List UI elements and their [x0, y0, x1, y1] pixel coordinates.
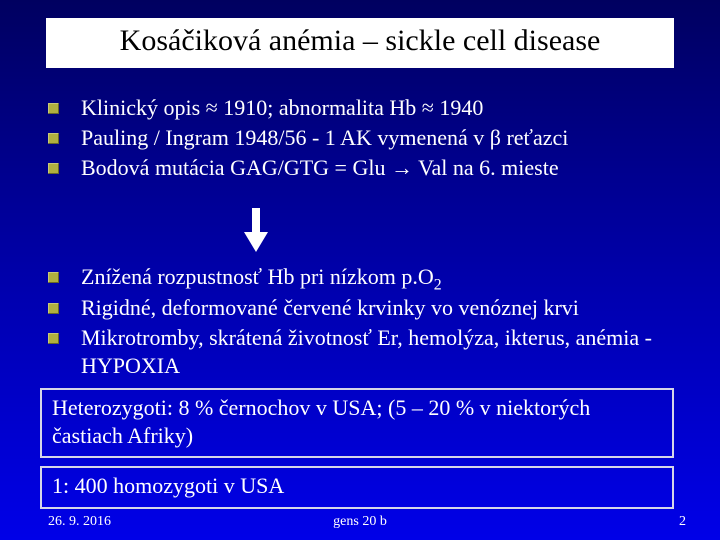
arrow-down-icon [244, 208, 268, 252]
info-box-homozygoti: 1: 400 homozygoti v USA [40, 466, 674, 508]
bullet-text: Pauling / Ingram 1948/56 - 1 AK vymenená… [81, 124, 680, 152]
slide-title: Kosáčiková anémia – sickle cell disease [46, 18, 674, 68]
bullet-icon [48, 103, 59, 114]
list-item: Klinický opis ≈ 1910; abnormalita Hb ≈ 1… [34, 94, 680, 122]
list-item: Mikrotromby, skrátená životnosť Er, hemo… [34, 324, 680, 380]
bullet-text: Bodová mutácia GAG/GTG = Glu → Val na 6.… [81, 154, 680, 182]
bullet-icon [48, 303, 59, 314]
bullet-icon [48, 163, 59, 174]
info-box-heterozygoti: Heterozygoti: 8 % černochov v USA; (5 – … [40, 388, 674, 458]
bullet-icon [48, 333, 59, 344]
footer-center: gens 20 b [0, 514, 720, 530]
bullet-text: Rigidné, deformované červené krvinky vo … [81, 294, 680, 322]
list-item: Rigidné, deformované červené krvinky vo … [34, 294, 680, 322]
bullet-icon [48, 133, 59, 144]
slide: Kosáčiková anémia – sickle cell disease … [0, 0, 720, 540]
bullet-icon [48, 272, 59, 283]
list-item: Znížená rozpustnosť Hb pri nízkom p.O2 [34, 263, 680, 291]
subscript: 2 [434, 277, 442, 294]
bullet-text: Mikrotromby, skrátená životnosť Er, hemo… [81, 324, 680, 380]
slide-content: Klinický opis ≈ 1910; abnormalita Hb ≈ 1… [28, 94, 692, 509]
bullet-group-1: Klinický opis ≈ 1910; abnormalita Hb ≈ 1… [34, 94, 680, 182]
list-item: Pauling / Ingram 1948/56 - 1 AK vymenená… [34, 124, 680, 152]
bullet-group-2: Znížená rozpustnosť Hb pri nízkom p.O2 R… [34, 263, 680, 380]
slide-footer: 26. 9. 2016 gens 20 b 2 [0, 514, 720, 530]
bullet-text: Klinický opis ≈ 1910; abnormalita Hb ≈ 1… [81, 94, 680, 122]
bullet-text-part: Znížená rozpustnosť Hb pri nízkom p.O [81, 264, 434, 289]
down-arrow [34, 208, 680, 257]
bullet-text: Znížená rozpustnosť Hb pri nízkom p.O2 [81, 263, 680, 291]
list-item: Bodová mutácia GAG/GTG = Glu → Val na 6.… [34, 154, 680, 182]
